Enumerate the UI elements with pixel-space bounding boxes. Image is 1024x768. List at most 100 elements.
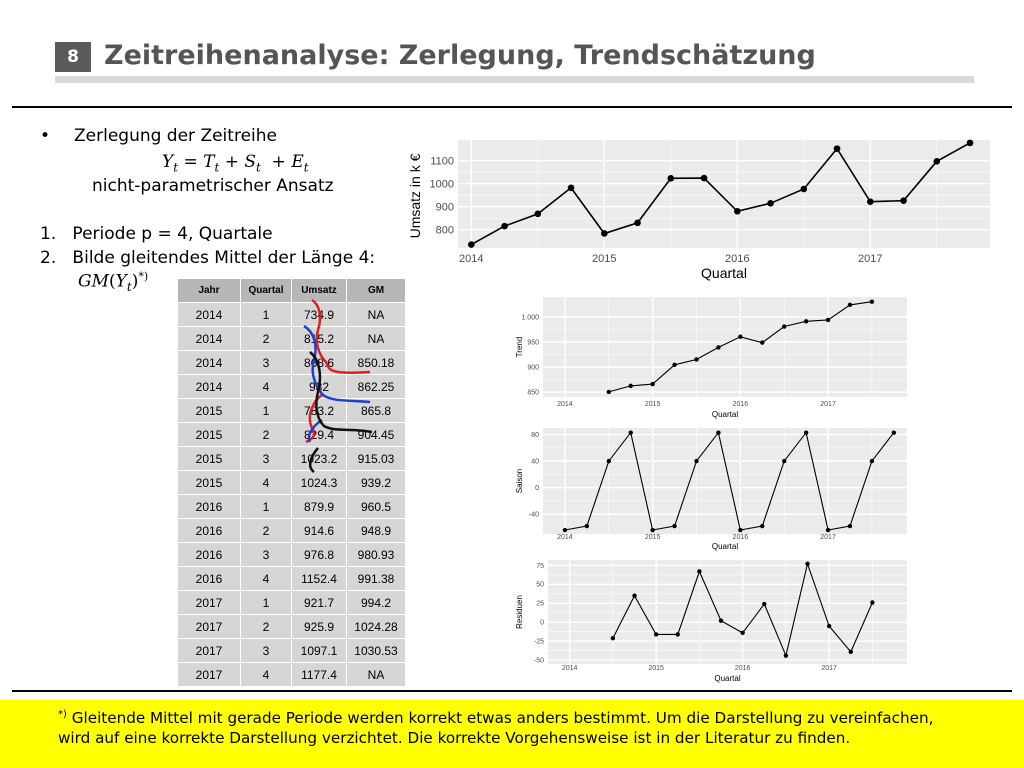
data-point (501, 222, 508, 230)
data-point (848, 649, 853, 655)
cell-quartal: 2 (240, 614, 292, 639)
footnote-marker: *) (58, 709, 67, 720)
y-tick-label: 950 (527, 339, 539, 346)
cell-quartal: 4 (240, 566, 292, 591)
data-point (667, 175, 675, 182)
data-point (825, 317, 831, 323)
cell-jahr: 2016 (177, 518, 241, 543)
data-point (800, 185, 808, 193)
data-point (782, 458, 787, 464)
cell-umsatz: 1024.3 (291, 470, 347, 495)
cell-jahr: 2017 (177, 662, 241, 687)
y-tick-label: 75 (536, 563, 544, 570)
cell-jahr: 2014 (177, 374, 241, 399)
data-point (697, 569, 702, 574)
y-tick-label: 900 (436, 201, 454, 213)
table-row: 2017 1 921.7 994.2 (177, 590, 406, 615)
cell-umsatz: 925.9 (291, 614, 347, 639)
data-point (716, 430, 721, 435)
table-row: 2016 4 1152.4 991.38 (177, 566, 406, 591)
x-tick-label: 2016 (733, 534, 749, 541)
residuen-chart: -50 -25 0 25 50 75 2014 2015 2016 2017 Quartal Resi… (515, 560, 907, 683)
cell-jahr: 2017 (177, 590, 241, 615)
bottom-divider (12, 690, 1012, 692)
plot-panel (543, 297, 907, 397)
data-point (562, 527, 568, 533)
data-point (694, 458, 699, 464)
x-tick-label: 2014 (459, 253, 483, 265)
data-point (805, 561, 810, 566)
cell-quartal: 4 (240, 470, 292, 495)
data-point (567, 184, 575, 192)
data-point (825, 527, 831, 533)
x-tick-label: 2014 (562, 665, 578, 672)
data-point (716, 345, 721, 350)
y-tick-label: 0 (540, 620, 544, 627)
data-point (734, 207, 741, 215)
data-point (833, 145, 841, 152)
table-row: 2014 2 815.2 NA (177, 326, 406, 351)
data-point (782, 324, 787, 329)
plot-panel (543, 428, 907, 534)
data-point (606, 458, 611, 464)
trend-chart: 850 900 950 1.000 2014 2015 2016 2017 Quartal Tre… (515, 297, 907, 419)
data-point (966, 139, 974, 147)
decomposition-formula: Yt = Tt + St + Et (162, 152, 309, 175)
x-tick-label: 2016 (725, 253, 749, 265)
y-axis-label: Umsatz in k € (407, 153, 423, 238)
cell-quartal: 4 (240, 662, 292, 687)
slide-title: Zeitreihenanalyse: Zerlegung, Trendschät… (104, 40, 816, 71)
data-point (762, 601, 767, 607)
data-point (870, 600, 875, 605)
table-row: 2015 4 1024.3 939.2 (177, 470, 406, 495)
table-row: 2014 3 868.6 850.18 (177, 350, 406, 375)
bullet-icon: • (40, 126, 51, 146)
data-point (740, 630, 745, 636)
cell-gm: 994.2 (346, 590, 406, 615)
cell-quartal: 1 (240, 494, 292, 519)
data-point (650, 527, 655, 533)
y-tick-label: 850 (527, 389, 539, 396)
y-tick-label: 1000 (430, 179, 454, 191)
x-tick-label: 2017 (858, 253, 882, 265)
cell-gm: 991.38 (346, 566, 406, 591)
cell-quartal: 1 (240, 302, 292, 327)
cell-quartal: 3 (240, 542, 292, 567)
table-row: 2017 4 1177.4 NA (177, 662, 406, 687)
y-tick-label: 40 (531, 459, 539, 466)
data-point (783, 653, 789, 658)
cell-jahr: 2015 (177, 446, 241, 471)
data-point (867, 198, 874, 205)
data-point (760, 340, 765, 345)
data-point (653, 632, 659, 637)
data-point (718, 618, 724, 623)
data-point (847, 523, 853, 529)
data-point (672, 362, 677, 367)
blue-bracket-1 (303, 324, 371, 404)
data-point (672, 523, 677, 529)
cell-jahr: 2015 (177, 470, 241, 495)
x-tick-label: 2014 (557, 401, 573, 408)
cell-quartal: 1 (240, 398, 292, 423)
data-point (826, 623, 832, 629)
title-underline (55, 76, 974, 83)
y-tick-label: 50 (536, 582, 544, 589)
data-table: Jahr Quartal Umsatz GM 2014 1 734.9 NA 2014 2… (177, 278, 406, 687)
step-1: 1. Periode p = 4, Quartale (40, 224, 273, 244)
cell-umsatz: 921.7 (291, 590, 347, 615)
data-point (933, 158, 941, 165)
data-point (803, 319, 809, 324)
table-row: 2017 2 925.9 1024.28 (177, 614, 406, 639)
data-point (675, 632, 680, 637)
data-point (610, 635, 616, 641)
y-tick-label: -40 (529, 512, 539, 519)
cell-gm: 1030.53 (346, 638, 406, 663)
cell-gm: 850.18 (346, 350, 406, 375)
data-point (694, 357, 699, 362)
cell-gm: 980.93 (346, 542, 406, 567)
data-point (584, 523, 590, 529)
saison-chart: -40 0 40 80 2014 2015 2016 2017 Quartal Saison (515, 428, 907, 551)
y-tick-label: -25 (534, 639, 544, 646)
black-bracket-1 (309, 351, 373, 434)
